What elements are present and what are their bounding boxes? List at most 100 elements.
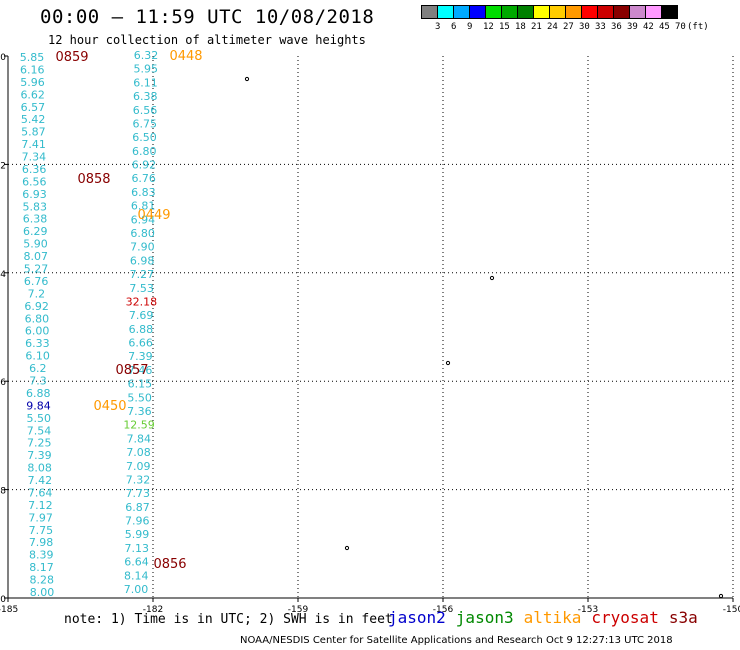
wave-height-value: 8.28 bbox=[30, 574, 55, 587]
wave-height-value: 6.32 bbox=[134, 49, 159, 62]
wave-height-value: 6.76 bbox=[131, 172, 156, 185]
wave-height-value: 8.07 bbox=[23, 250, 48, 263]
wave-height-value: 5.96 bbox=[20, 76, 45, 89]
legend-label: 45 bbox=[659, 22, 670, 32]
legend-label: 18 bbox=[515, 22, 526, 32]
wave-height-value: 7.39 bbox=[128, 350, 153, 363]
wave-height-value: 7.09 bbox=[126, 460, 151, 473]
wave-height-value: 8.39 bbox=[29, 549, 54, 562]
wave-height-value: 5.83 bbox=[23, 200, 48, 213]
wave-height-value: 7.69 bbox=[129, 309, 154, 322]
wave-height-value: 6.75 bbox=[132, 117, 157, 130]
wave-height-value: 6.00 bbox=[25, 325, 50, 338]
wave-height-value: 7.00 bbox=[124, 583, 149, 596]
wave-height-value: 6.33 bbox=[25, 337, 50, 350]
wave-height-value: 5.87 bbox=[21, 126, 46, 139]
legend-label: 30 bbox=[579, 22, 590, 32]
wave-height-value: 5.50 bbox=[26, 412, 51, 425]
legend-label: 6 bbox=[451, 22, 457, 32]
wave-height-value: 6.88 bbox=[26, 387, 51, 400]
y-tick-label: -4 bbox=[0, 270, 6, 280]
wave-height-value: 8.08 bbox=[27, 462, 52, 475]
map-grid bbox=[8, 56, 734, 598]
pass-time-label: 0856 bbox=[153, 557, 186, 572]
satellite-cryosat: cryosat bbox=[591, 608, 659, 627]
wave-height-value: 6.93 bbox=[22, 188, 47, 201]
pass-time-label: 0859 bbox=[55, 50, 88, 65]
wave-height-value: 6.56 bbox=[22, 175, 47, 188]
wave-height-value: 5.99 bbox=[125, 528, 150, 541]
wave-height-value: 6.29 bbox=[23, 225, 48, 238]
wave-height-value: 8.00 bbox=[30, 586, 55, 599]
wave-height-value: 7.25 bbox=[27, 437, 52, 450]
wave-height-value: 6.38 bbox=[23, 213, 48, 226]
wave-height-value: 7.08 bbox=[126, 446, 151, 459]
wave-height-value: 7.39 bbox=[27, 449, 52, 462]
wave-height-value: 7.36 bbox=[127, 405, 152, 418]
x-tick-label: -185 bbox=[0, 605, 18, 615]
wave-height-value: 7.84 bbox=[127, 432, 152, 445]
wave-height-value: 6.38 bbox=[133, 90, 158, 103]
legend-label: 39 bbox=[627, 22, 638, 32]
wave-height-value: 7.42 bbox=[28, 474, 53, 487]
legend-label: 36 bbox=[611, 22, 622, 32]
wave-height-value: 6.11 bbox=[133, 76, 158, 89]
wave-height-value: 6.15 bbox=[128, 378, 153, 391]
wave-height-value: 6.98 bbox=[130, 254, 155, 267]
wave-height-value: 7.34 bbox=[22, 151, 47, 164]
wave-height-value: 6.66 bbox=[128, 337, 153, 350]
satellite-jason2: jason2 bbox=[388, 608, 446, 627]
wave-height-value: 8.14 bbox=[124, 569, 149, 582]
pass-time-label: 0857 bbox=[115, 363, 148, 378]
wave-height-value: 5.42 bbox=[21, 113, 46, 126]
wave-height-value: 7.12 bbox=[28, 499, 53, 512]
legend-label: 70 bbox=[675, 22, 686, 32]
legend-label: 24 bbox=[547, 22, 558, 32]
wave-height-value: 6.76 bbox=[24, 275, 49, 288]
wave-height-value: 7.96 bbox=[125, 515, 150, 528]
pass-time-label: 0449 bbox=[137, 208, 170, 223]
wave-height-tracks: 5.856.165.966.626.575.425.877.417.346.36… bbox=[20, 49, 203, 599]
island-marker bbox=[445, 360, 451, 366]
wave-height-value: 7.64 bbox=[28, 486, 53, 499]
legend-label: 42 bbox=[643, 22, 654, 32]
legend-label: 33 bbox=[595, 22, 606, 32]
wave-height-value: 7.27 bbox=[130, 268, 155, 281]
wave-height-value: 7.53 bbox=[129, 282, 154, 295]
color-scale-legend bbox=[421, 5, 678, 19]
legend-label: 21 bbox=[531, 22, 542, 32]
satellite-altika: altika bbox=[523, 608, 582, 627]
satellite-s3a: s3a bbox=[668, 608, 698, 627]
footer-note: note: 1) Time is in UTC; 2) SWH is in fe… bbox=[64, 612, 393, 627]
wave-height-value: 6.88 bbox=[129, 323, 154, 336]
legend-label: 12 bbox=[483, 22, 494, 32]
wave-height-value: 6.10 bbox=[25, 350, 50, 363]
wave-height-value: 6.92 bbox=[24, 300, 49, 313]
wave-height-value: 6.36 bbox=[22, 163, 47, 176]
wave-height-value: 5.27 bbox=[24, 263, 49, 276]
wave-height-value: 6.92 bbox=[132, 159, 157, 172]
wave-height-value: 7.90 bbox=[130, 241, 155, 254]
y-tick-label: 0 bbox=[0, 53, 6, 63]
wave-height-value: 9.84 bbox=[26, 399, 51, 412]
wave-height-value: 7.32 bbox=[126, 473, 151, 486]
wave-height-value: 6.62 bbox=[20, 88, 45, 101]
wave-height-value: 6.50 bbox=[132, 131, 157, 144]
map-subtitle: 12 hour collection of altimeter wave hei… bbox=[48, 33, 366, 47]
wave-height-value: 5.90 bbox=[23, 238, 48, 251]
legend-label: (ft) bbox=[687, 22, 709, 32]
wave-height-value: 5.50 bbox=[127, 391, 152, 404]
legend-label: 9 bbox=[467, 22, 473, 32]
wave-height-value: 6.80 bbox=[25, 312, 50, 325]
credit-line: NOAA/NESDIS Center for Satellite Applica… bbox=[240, 635, 673, 646]
wave-height-value: 7.41 bbox=[21, 138, 46, 151]
wave-height-value: 6.87 bbox=[125, 501, 150, 514]
wave-height-value: 6.2 bbox=[29, 362, 47, 375]
wave-height-value: 7.73 bbox=[126, 487, 151, 500]
wave-height-value: 5.95 bbox=[133, 63, 158, 76]
x-tick-label: -156 bbox=[433, 605, 454, 615]
wave-height-value: 6.94 bbox=[131, 213, 156, 226]
legend-label: 3 bbox=[435, 22, 441, 32]
wave-height-value: 6.80 bbox=[132, 145, 157, 158]
